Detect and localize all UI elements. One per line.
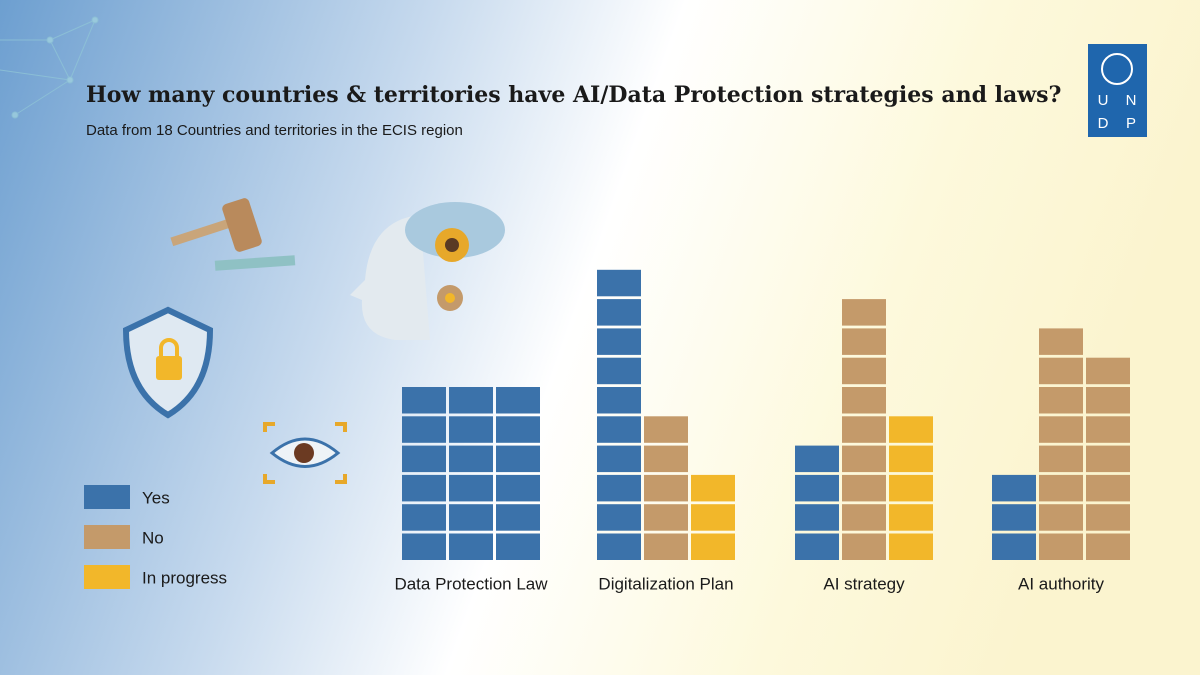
waffle-cell (597, 445, 641, 473)
waffle-cell (889, 533, 933, 560)
waffle-cell (842, 504, 886, 531)
waffle-cell (496, 445, 540, 473)
logo-letter: N (1126, 92, 1137, 109)
waffle-cell (449, 474, 493, 502)
waffle-cell (496, 504, 540, 531)
waffle-cell (597, 328, 641, 355)
waffle-cell (449, 445, 493, 473)
waffle-cell (449, 533, 493, 560)
waffle-cell (1039, 416, 1083, 443)
waffle-cell (597, 299, 641, 326)
network-decoration (0, 16, 99, 119)
waffle-cell (1086, 533, 1130, 560)
waffle-cell (597, 416, 641, 443)
legend-label: In progress (142, 568, 227, 587)
chart-title: How many countries & territories have AI… (86, 82, 1061, 108)
gavel-illustration (170, 198, 296, 271)
waffle-cell (1039, 328, 1083, 355)
waffle-cell (842, 445, 886, 473)
shield-illustration (122, 306, 214, 419)
waffle-cell (402, 387, 446, 414)
undp-logo: U N D P (1088, 44, 1147, 137)
waffle-cell (889, 416, 933, 443)
waffle-cell (795, 474, 839, 502)
waffle-cell (1086, 357, 1130, 385)
waffle-cell (1039, 357, 1083, 385)
waffle-cell (644, 504, 688, 531)
legend-label: Yes (142, 488, 170, 507)
waffle-cell (1086, 445, 1130, 473)
waffle-cell (842, 474, 886, 502)
category-label: AI authority (1018, 574, 1104, 593)
waffle-cell (842, 299, 886, 326)
waffle-cell (644, 533, 688, 560)
chart-subtitle: Data from 18 Countries and territories i… (86, 122, 463, 139)
waffle-cell (1039, 504, 1083, 531)
category-label: Digitalization Plan (598, 574, 733, 593)
waffle-cell (691, 533, 735, 560)
waffle-cell (842, 328, 886, 355)
eye-illustration (263, 422, 347, 484)
waffle-cell (842, 357, 886, 385)
logo-letter: P (1126, 115, 1136, 132)
waffle-cell (992, 504, 1036, 531)
waffle-cell (1039, 445, 1083, 473)
waffle-cell (1086, 474, 1130, 502)
waffle-cell (1086, 504, 1130, 531)
waffle-cell (889, 474, 933, 502)
waffle-cell (842, 387, 886, 414)
logo-letter: U (1098, 92, 1109, 109)
waffle-cell (597, 474, 641, 502)
waffle-cell (691, 504, 735, 531)
waffle-cell (644, 474, 688, 502)
waffle-cell (992, 533, 1036, 560)
waffle-cell (449, 416, 493, 443)
waffle-cell (597, 357, 641, 385)
waffle-cell (842, 533, 886, 560)
category-label: Data Protection Law (394, 574, 548, 593)
waffle-cell (597, 504, 641, 531)
head-illustration (350, 202, 505, 340)
waffle-cell (889, 504, 933, 531)
category-label: AI strategy (823, 574, 905, 593)
waffle-cell (402, 504, 446, 531)
waffle-cell (597, 533, 641, 560)
legend-swatch (84, 525, 130, 549)
waffle-cell (496, 533, 540, 560)
waffle-cell (449, 504, 493, 531)
legend-label: No (142, 528, 164, 547)
waffle-cell (1039, 474, 1083, 502)
waffle-cell (1039, 387, 1083, 414)
logo-letter: D (1098, 115, 1109, 132)
waffle-cell (795, 533, 839, 560)
waffle-cell (1086, 416, 1130, 443)
legend-swatch (84, 485, 130, 509)
waffle-cell (402, 474, 446, 502)
waffle-cell (842, 416, 886, 443)
waffle-cell (402, 445, 446, 473)
waffle-cell (597, 269, 641, 297)
waffle-cell (795, 445, 839, 473)
waffle-cell (795, 504, 839, 531)
legend-swatch (84, 565, 130, 589)
waffle-cell (889, 445, 933, 473)
waffle-cell (402, 416, 446, 443)
waffle-cell (402, 533, 446, 560)
waffle-cell (597, 387, 641, 414)
waffle-cell (644, 416, 688, 443)
waffle-cell (496, 387, 540, 414)
waffle-cell (691, 474, 735, 502)
waffle-cell (644, 445, 688, 473)
waffle-cell (496, 474, 540, 502)
waffle-cell (1086, 387, 1130, 414)
waffle-cell (449, 387, 493, 414)
waffle-cell (496, 416, 540, 443)
waffle-cell (992, 474, 1036, 502)
waffle-cell (1039, 533, 1083, 560)
